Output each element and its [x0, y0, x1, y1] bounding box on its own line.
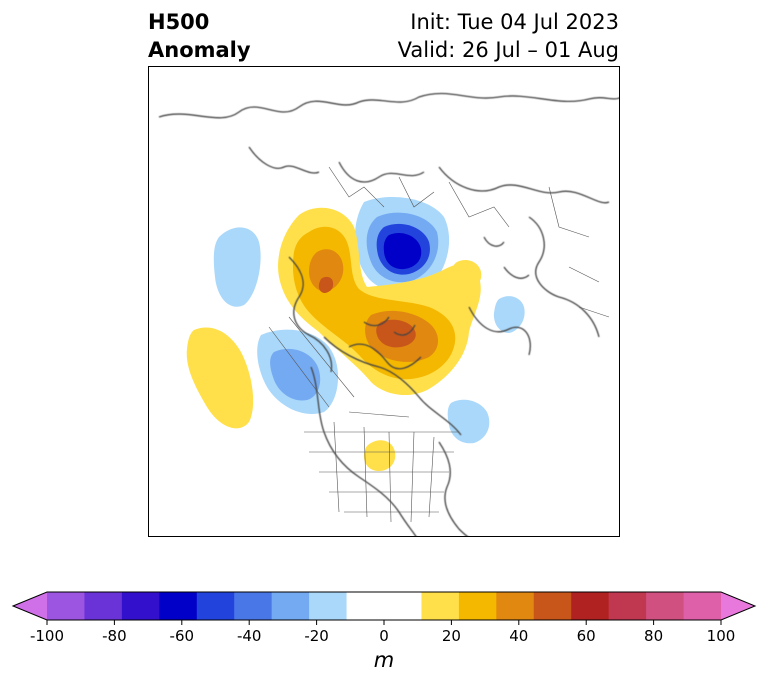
colorbar-bin	[646, 592, 685, 620]
title-subfield: Anomaly	[148, 38, 251, 62]
colorbar-bin	[384, 592, 422, 620]
map-panel	[148, 66, 620, 537]
colorbar-tick-label: -60	[169, 627, 195, 645]
colorbar-bin	[234, 592, 273, 620]
colorbar-extend-low	[13, 592, 47, 620]
positive-anomaly-contours	[186, 207, 482, 471]
anomaly-map	[158, 92, 619, 536]
colorbar-bin	[346, 592, 385, 620]
colorbar-units-label: m	[373, 648, 395, 672]
colorbar-bin	[496, 592, 535, 620]
colorbar-bin	[121, 592, 160, 620]
colorbar-tick-label: 80	[644, 627, 664, 645]
negative-anomaly-contours	[213, 197, 525, 444]
colorbar-tick-label: 20	[441, 627, 461, 645]
colorbar-bin	[47, 592, 85, 620]
init-time: Init: Tue 04 Jul 2023	[410, 10, 619, 34]
colorbar-tick-label: 40	[509, 627, 529, 645]
valid-period: Valid: 26 Jul – 01 Aug	[397, 38, 619, 62]
title-field: H500	[148, 10, 210, 34]
colorbar-bin	[571, 592, 610, 620]
colorbar-bin	[271, 592, 310, 620]
colorbar-tick-label: 100	[706, 627, 736, 645]
colorbar-bin	[458, 592, 497, 620]
colorbar-bin	[196, 592, 235, 620]
colorbar-bin	[309, 592, 348, 620]
colorbar-bin	[683, 592, 722, 620]
colorbar-tick-marks	[46, 620, 722, 625]
colorbar-bin	[84, 592, 123, 620]
political-boundaries	[268, 166, 610, 523]
colorbar-tick-label: 0	[379, 627, 389, 645]
colorbar-bins	[47, 592, 722, 620]
coastlines	[158, 92, 619, 536]
colorbar-tick-label: -80	[102, 627, 127, 645]
title-right: Init: Tue 04 Jul 2023 Valid: 26 Jul – 01…	[398, 8, 619, 64]
colorbar-tick-label: -20	[304, 627, 329, 645]
colorbar-bin	[421, 592, 460, 620]
colorbar	[11, 591, 757, 625]
colorbar-tick-label: 60	[576, 627, 596, 645]
colorbar-bin	[159, 592, 198, 620]
title-left: H500 Anomaly	[148, 8, 251, 64]
colorbar-tick-label: -100	[29, 627, 65, 645]
colorbar-bin	[533, 592, 572, 620]
colorbar-bin	[608, 592, 647, 620]
colorbar-extend-high	[721, 592, 755, 620]
colorbar-tick-label: -40	[236, 627, 262, 645]
